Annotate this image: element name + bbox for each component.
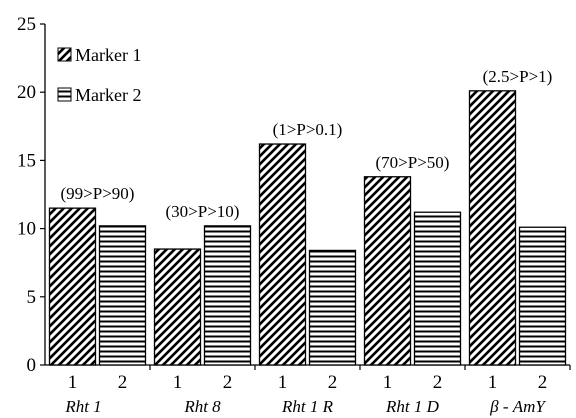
series-sublabel: 1 <box>278 372 288 393</box>
series-sublabel: 1 <box>488 372 498 393</box>
category-label: Rht 1 D <box>385 397 440 416</box>
legend-swatch <box>57 47 72 62</box>
bar-marker2 <box>203 225 252 366</box>
y-tick-label: 25 <box>17 14 36 35</box>
series-sublabel: 2 <box>538 372 548 393</box>
category-label: β - AmY <box>489 397 546 416</box>
y-tick-label: 20 <box>17 82 36 103</box>
series-sublabel: 2 <box>328 372 338 393</box>
legend-label: Marker 2 <box>75 85 141 105</box>
bar-marker2 <box>413 211 462 366</box>
series-sublabel: 2 <box>223 372 233 393</box>
bar-marker1 <box>468 90 517 366</box>
category-label: Rht 1 R <box>281 397 334 416</box>
bar-marker1 <box>153 248 202 366</box>
bar-marker2 <box>98 225 147 366</box>
p-value-annotation: (70>P>50) <box>376 153 450 172</box>
p-value-annotation: (1>P>0.1) <box>273 120 343 139</box>
p-value-annotation: (99>P>90) <box>61 184 135 203</box>
y-tick-label: 15 <box>17 150 36 171</box>
bars <box>48 90 567 366</box>
series-sublabel: 1 <box>173 372 183 393</box>
bar-marker2 <box>518 226 567 366</box>
series-sublabel: 2 <box>118 372 128 393</box>
p-value-annotation: (30>P>10) <box>166 202 240 221</box>
legend-label: Marker 1 <box>75 45 141 65</box>
category-label: Rht 8 <box>183 397 221 416</box>
bar-marker1 <box>258 143 307 366</box>
series-sublabel: 1 <box>383 372 393 393</box>
series-sublabel: 1 <box>68 372 78 393</box>
y-tick-label: 10 <box>17 219 36 240</box>
y-tick-label: 5 <box>27 287 37 308</box>
category-label: Rht 1 <box>64 397 101 416</box>
p-value-annotation: (2.5>P>1) <box>483 67 553 86</box>
y-tick-label: 0 <box>27 355 37 376</box>
legend-swatch <box>57 87 72 102</box>
bar-marker2 <box>308 249 357 366</box>
bar-marker1 <box>48 207 97 366</box>
bar-marker1 <box>363 176 412 366</box>
series-sublabel: 2 <box>433 372 443 393</box>
legend: Marker 1 Marker 2 <box>57 45 141 105</box>
